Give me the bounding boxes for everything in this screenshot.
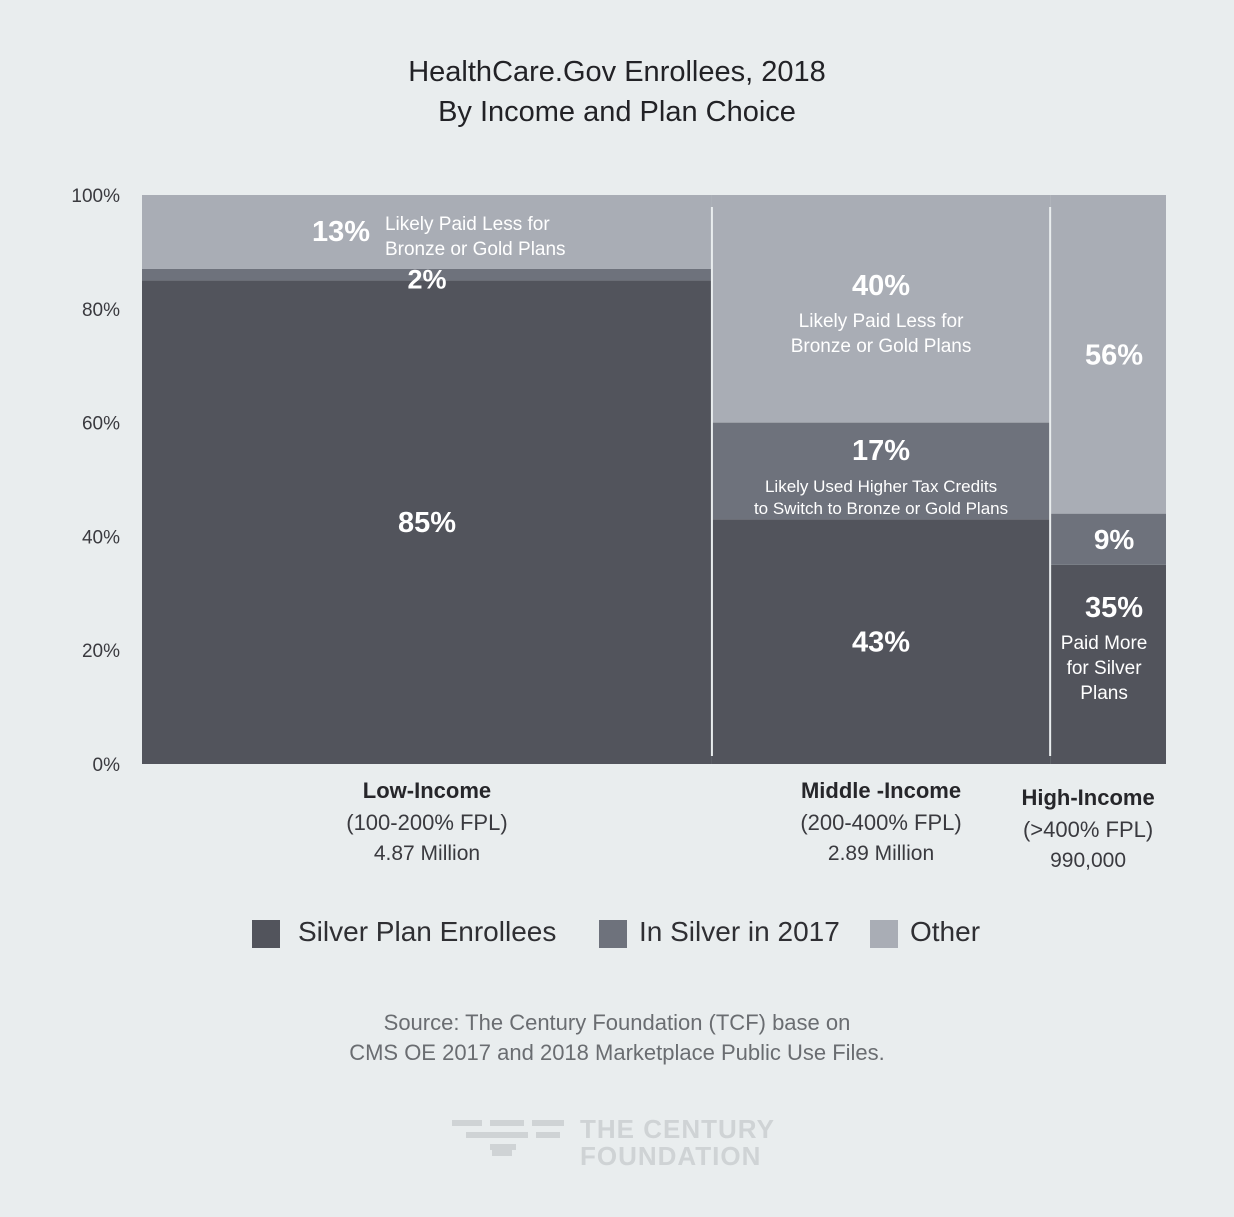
data-label: 9% bbox=[1094, 524, 1135, 555]
bar-segment-in-silver-in-2017 bbox=[711, 422, 1051, 520]
source-note-line-2: CMS OE 2017 and 2018 Marketplace Public … bbox=[349, 1040, 885, 1065]
bar-segment-silver-plan-enrollees bbox=[1050, 564, 1166, 764]
bar-segment-silver-plan-enrollees bbox=[142, 280, 712, 764]
data-label: 35% bbox=[1085, 592, 1143, 624]
data-label: 43% bbox=[852, 627, 910, 659]
century-foundation-logo-icon bbox=[452, 1120, 564, 1156]
bar-segment-other bbox=[142, 195, 712, 269]
source-note-line-1: Source: The Century Foundation (TCF) bas… bbox=[383, 1010, 851, 1035]
data-label-note: for Silver bbox=[1067, 658, 1143, 679]
logo-line-1: THE CENTURY bbox=[580, 1114, 775, 1144]
y-tick-label: 20% bbox=[82, 641, 120, 662]
data-label-note: Paid More bbox=[1061, 633, 1148, 654]
x-category-range: (200-400% FPL) bbox=[800, 810, 961, 835]
data-label-note: Plans bbox=[1080, 683, 1128, 704]
logo-line-2: FOUNDATION bbox=[580, 1141, 762, 1171]
y-tick-label: 80% bbox=[82, 300, 120, 321]
marimekko-chart: 0% 20% 40% 60% 80% 100% 85% 2% 13% Likely Paid Le… bbox=[71, 186, 1166, 872]
data-label: 40% bbox=[852, 270, 910, 302]
legend: Silver Plan Enrollees In Silver in 2017 … bbox=[0, 916, 1234, 956]
y-tick-label: 0% bbox=[93, 755, 121, 776]
bar-segment-silver-plan-enrollees bbox=[711, 519, 1051, 764]
data-label-note: to Switch to Bronze or Gold Plans bbox=[754, 499, 1008, 518]
bar-segment-other bbox=[1050, 195, 1166, 514]
data-label-note: Likely Used Higher Tax Credits bbox=[765, 477, 997, 496]
logo-wordmark: THE CENTURY FOUNDATION bbox=[580, 1116, 775, 1170]
y-tick-label: 60% bbox=[82, 414, 120, 435]
x-category-enrollees: 4.87 Million bbox=[374, 842, 480, 865]
legend-swatch-silver-plan-enrollees bbox=[252, 920, 280, 948]
legend-label: In Silver in 2017 bbox=[639, 916, 840, 947]
chart-title: HealthCare.Gov Enrollees, 2018 bbox=[408, 56, 826, 88]
legend-label: Other bbox=[910, 916, 981, 947]
x-category-range: (>400% FPL) bbox=[1023, 817, 1153, 842]
bar-segment-in-silver-in-2017 bbox=[1050, 513, 1166, 565]
x-category-enrollees: 990,000 bbox=[1050, 849, 1126, 872]
century-foundation-logo: THE CENTURY FOUNDATION bbox=[452, 1116, 782, 1172]
y-tick-label: 100% bbox=[71, 186, 120, 207]
data-label: 17% bbox=[852, 435, 910, 467]
x-category-enrollees: 2.89 Million bbox=[828, 842, 934, 865]
data-label: 56% bbox=[1085, 339, 1143, 371]
data-label: 85% bbox=[398, 507, 456, 539]
x-category-range: (100-200% FPL) bbox=[346, 810, 507, 835]
legend-label: Silver Plan Enrollees bbox=[298, 916, 557, 947]
x-category-label: Low-Income bbox=[363, 778, 491, 803]
legend-swatch-other bbox=[870, 920, 898, 948]
x-category-label: High-Income bbox=[1021, 785, 1154, 810]
data-label-note: Bronze or Gold Plans bbox=[385, 239, 566, 260]
data-label-note: Likely Paid Less for bbox=[385, 214, 550, 235]
chart-subtitle: By Income and Plan Choice bbox=[438, 96, 796, 128]
data-label: 13% bbox=[312, 216, 370, 248]
bar-segment-in-silver-in-2017 bbox=[142, 268, 712, 281]
bar-segment-other bbox=[711, 195, 1051, 423]
y-tick-label: 40% bbox=[82, 527, 120, 548]
data-label-note: Bronze or Gold Plans bbox=[791, 336, 972, 357]
data-label: 2% bbox=[407, 264, 446, 294]
data-label-note: Likely Paid Less for bbox=[799, 311, 964, 332]
x-category-label: Middle -Income bbox=[801, 778, 961, 803]
legend-swatch-in-silver-2017 bbox=[599, 920, 627, 948]
